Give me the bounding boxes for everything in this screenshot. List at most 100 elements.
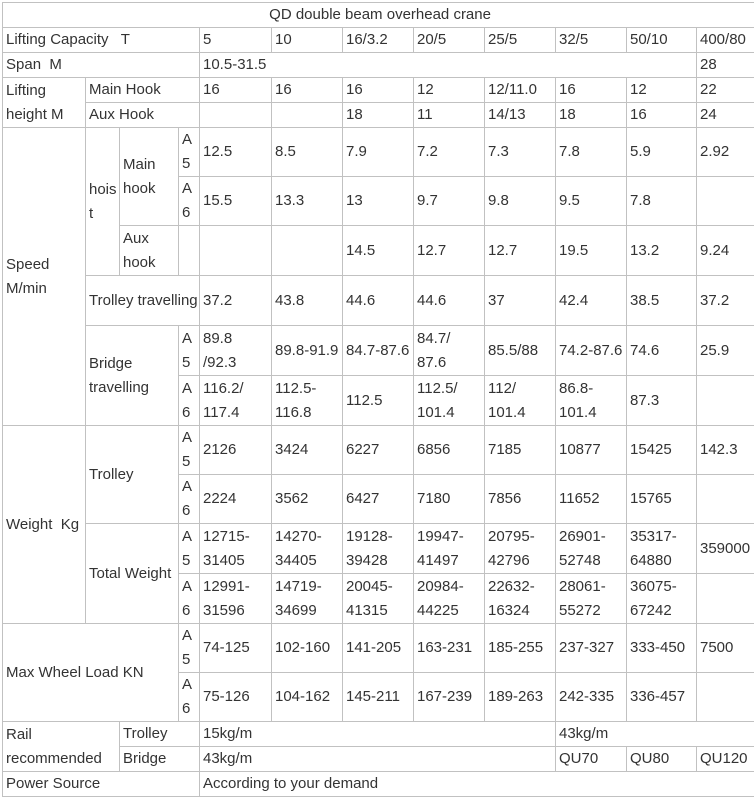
cell-a5: A5 [179,624,200,673]
cell-12991-31596: 12991- 31596 [200,574,272,624]
table-title: QD double beam overhead crane [3,3,754,28]
cell-12: 12 [414,78,485,103]
cell-84-7-87-6: 84.7/ 87.6 [414,326,485,376]
cell-according-to-your-demand: According to your demand [200,772,754,797]
cell-7856: 7856 [485,475,556,524]
cell-11652: 11652 [556,475,627,524]
cell-9-24: 9.24 [697,226,754,276]
empty-cell [697,177,754,226]
cell-400-80: 400/80 [697,28,754,53]
cell-37: 37 [485,276,556,326]
cell-14270-34405: 14270- 34405 [272,524,343,574]
cell-7500: 7500 [697,624,754,673]
empty-cell [697,475,754,524]
cell-a5: A5 [179,128,200,177]
cell-qu120: QU120 [697,747,754,772]
cell-7-8: 7.8 [556,128,627,177]
cell-12-7: 12.7 [485,226,556,276]
cell-36075-67242: 36075- 67242 [627,574,697,624]
cell-7-3: 7.3 [485,128,556,177]
cell-15kg-m: 15kg/m [200,722,556,747]
cell-89-8-91-9: 89.8-91.9 [272,326,343,376]
cell-8-5: 8.5 [272,128,343,177]
cell-87-3: 87.3 [627,376,697,426]
cell-16: 16 [556,78,627,103]
cell-11: 11 [414,103,485,128]
cell-44-6: 44.6 [343,276,414,326]
cell-hoist: hoist [86,128,120,276]
cell-10: 10 [272,28,343,53]
cell-6427: 6427 [343,475,414,524]
cell-16: 16 [343,78,414,103]
cell-2126: 2126 [200,426,272,475]
cell-2-92: 2.92 [697,128,754,177]
cell-85-5-88: 85.5/88 [485,326,556,376]
cell-7-8: 7.8 [627,177,697,226]
cell-5: 5 [200,28,272,53]
cell-112-101-4: 112/ 101.4 [485,376,556,426]
cell-16: 16 [627,103,697,128]
cell-50-10: 50/10 [627,28,697,53]
cell-15-5: 15.5 [200,177,272,226]
cell-15425: 15425 [627,426,697,475]
cell-main-hook: Main hook [120,128,179,226]
cell-a5: A5 [179,426,200,475]
cell-145-211: 145-211 [343,673,414,722]
cell-42-4: 42.4 [556,276,627,326]
cell-20795-42796: 20795- 42796 [485,524,556,574]
table-row: QD double beam overhead crane [3,3,754,28]
cell-speed-m-min: Speed M/min [3,128,86,426]
cell-28: 28 [697,53,754,78]
cell-333-450: 333-450 [627,624,697,673]
cell-total-weight: Total Weight [86,524,179,624]
cell-25-9: 25.9 [697,326,754,376]
cell-44-6: 44.6 [414,276,485,326]
cell-37-2: 37.2 [200,276,272,326]
empty-cell [179,226,200,276]
cell-9-7: 9.7 [414,177,485,226]
cell-lifting-capacity-t: Lifting Capacity T [3,28,200,53]
cell-28061-55272: 28061- 55272 [556,574,627,624]
cell-a6: A6 [179,574,200,624]
cell-2224: 2224 [200,475,272,524]
cell-22632-16324: 22632- 16324 [485,574,556,624]
cell-qu70: QU70 [556,747,627,772]
cell-12: 12 [627,78,697,103]
cell-a6: A6 [179,673,200,722]
cell-102-160: 102-160 [272,624,343,673]
cell-16: 16 [272,78,343,103]
cell-84-7-87-6: 84.7-87.6 [343,326,414,376]
cell-12-11-0: 12/11.0 [485,78,556,103]
cell-power-source: Power Source [3,772,200,797]
cell-lifting-height-m: Lifting height M [3,78,86,128]
cell-142-3: 142.3 [697,426,754,475]
empty-cell [272,226,343,276]
cell-74-2-87-6: 74.2-87.6 [556,326,627,376]
cell-20045-41315: 20045- 41315 [343,574,414,624]
cell-20984-44225: 20984- 44225 [414,574,485,624]
cell-35317-64880: 35317- 64880 [627,524,697,574]
cell-24: 24 [697,103,754,128]
cell-9-5: 9.5 [556,177,627,226]
cell-43kg-m: 43kg/m [200,747,556,772]
cell-16: 16 [200,78,272,103]
cell-weight-kg: Weight Kg [3,426,86,624]
cell-main-hook: Main Hook [86,78,200,103]
cell-112-5-116-8: 112.5- 116.8 [272,376,343,426]
cell-a6: A6 [179,177,200,226]
cell-10-5-31-5: 10.5-31.5 [200,53,697,78]
cell-3424: 3424 [272,426,343,475]
cell-7-2: 7.2 [414,128,485,177]
cell-9-8: 9.8 [485,177,556,226]
empty-cell [697,673,754,722]
cell-18: 18 [343,103,414,128]
cell-10877: 10877 [556,426,627,475]
empty-cell [272,103,343,128]
